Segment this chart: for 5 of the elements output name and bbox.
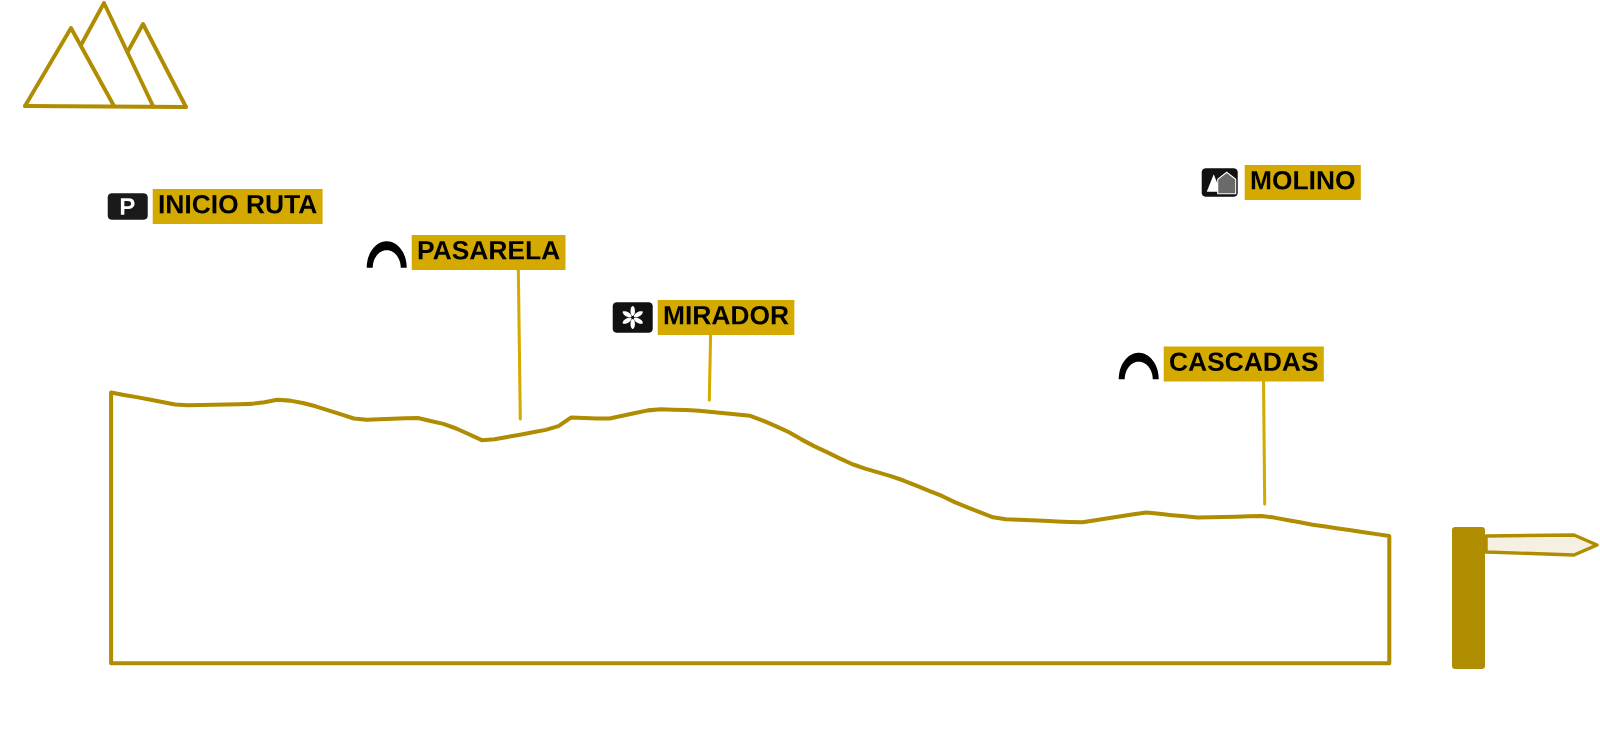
text: PASARELA (418, 240, 560, 260)
text: MIRADOR (664, 305, 789, 325)
text: MOLINO (1251, 170, 1355, 190)
text: CASCADAS (1170, 352, 1318, 372)
text: INICIO RUTA (159, 194, 317, 214)
